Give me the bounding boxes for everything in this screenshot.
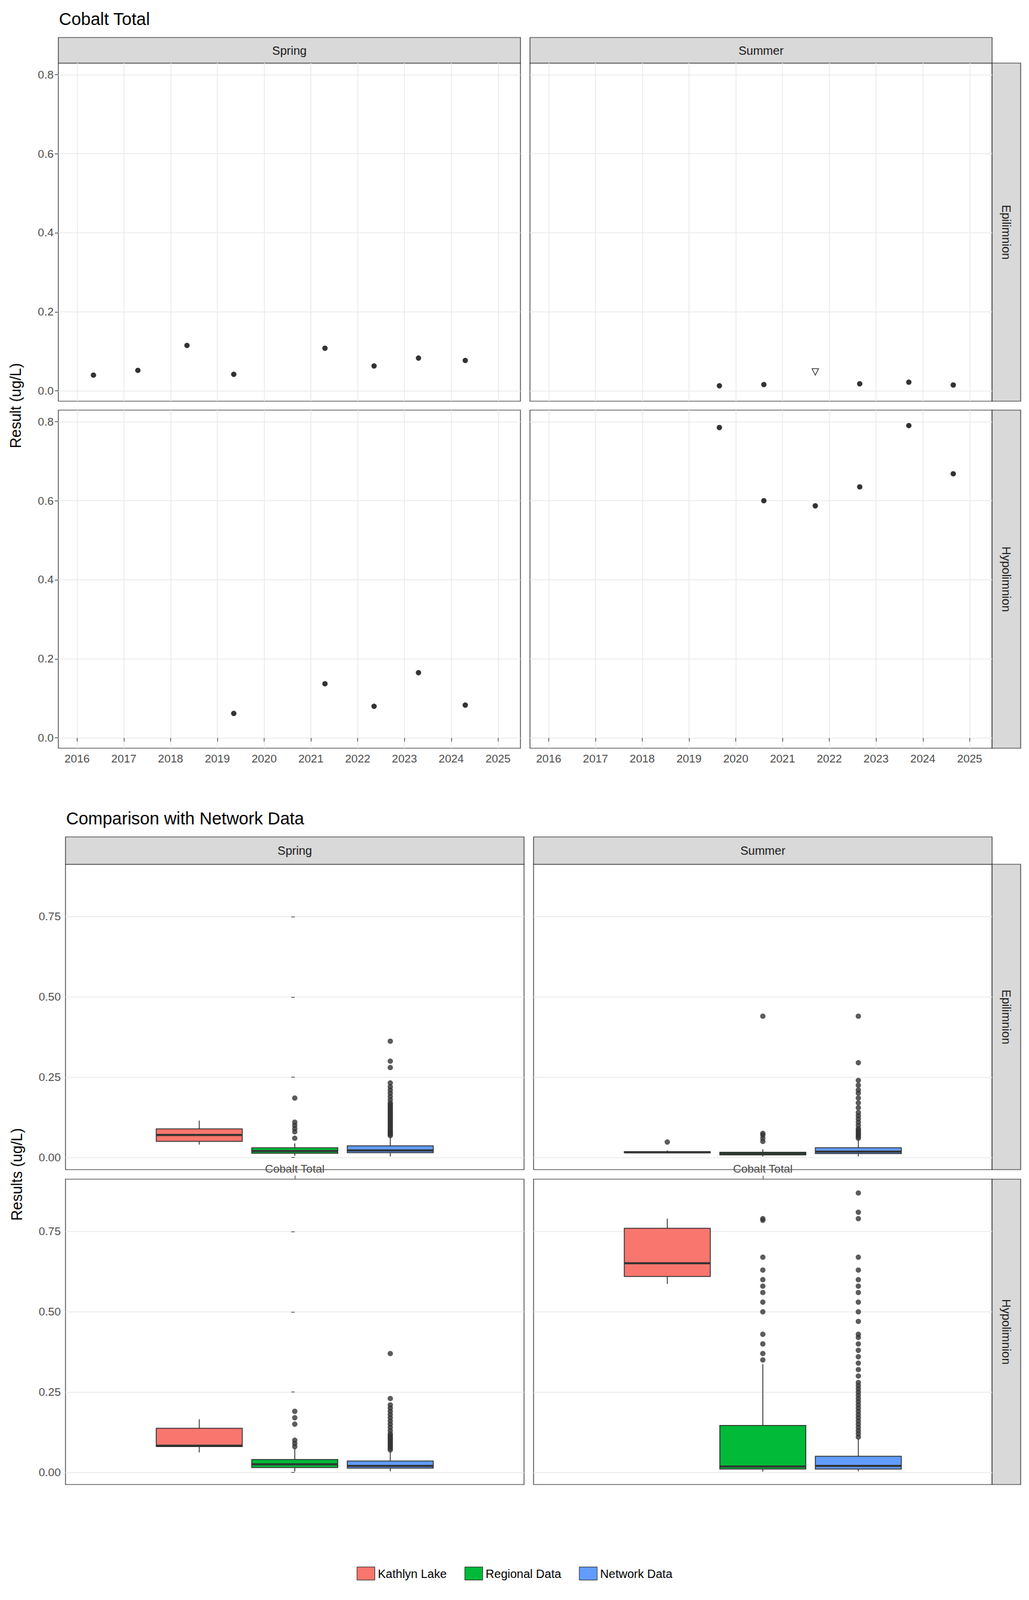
svg-text:2025: 2025 bbox=[485, 752, 511, 766]
svg-text:2019: 2019 bbox=[676, 752, 702, 766]
svg-text:0.2: 0.2 bbox=[38, 305, 54, 318]
svg-text:0.75: 0.75 bbox=[38, 910, 61, 924]
svg-text:0.50: 0.50 bbox=[38, 1305, 61, 1319]
svg-text:2019: 2019 bbox=[204, 752, 230, 766]
svg-text:0.8: 0.8 bbox=[38, 415, 54, 429]
svg-text:Comparison with Network Data: Comparison with Network Data bbox=[66, 809, 305, 829]
svg-text:Regional Data: Regional Data bbox=[485, 1567, 563, 1582]
svg-text:Cobalt Total: Cobalt Total bbox=[264, 1162, 325, 1176]
svg-text:2017: 2017 bbox=[582, 752, 608, 766]
svg-text:2021: 2021 bbox=[769, 752, 795, 766]
svg-text:2024: 2024 bbox=[910, 752, 937, 766]
svg-text:2025: 2025 bbox=[956, 752, 982, 766]
svg-text:2020: 2020 bbox=[722, 752, 748, 766]
svg-text:2020: 2020 bbox=[251, 752, 277, 766]
svg-text:0.6: 0.6 bbox=[38, 147, 54, 161]
svg-text:Kathlyn Lake: Kathlyn Lake bbox=[377, 1567, 447, 1582]
svg-text:Spring: Spring bbox=[277, 844, 313, 858]
svg-text:2023: 2023 bbox=[391, 752, 417, 766]
svg-text:Summer: Summer bbox=[738, 44, 784, 58]
svg-text:0.4: 0.4 bbox=[38, 226, 55, 239]
svg-text:2024: 2024 bbox=[438, 752, 465, 766]
svg-text:2018: 2018 bbox=[629, 752, 655, 766]
svg-text:Spring: Spring bbox=[272, 44, 307, 58]
svg-text:Cobalt Total: Cobalt Total bbox=[58, 9, 151, 29]
svg-text:0.8: 0.8 bbox=[38, 68, 54, 81]
svg-text:0.2: 0.2 bbox=[38, 652, 54, 666]
svg-text:0.25: 0.25 bbox=[38, 1386, 61, 1399]
svg-text:0.25: 0.25 bbox=[38, 1071, 61, 1084]
svg-text:2017: 2017 bbox=[111, 752, 137, 766]
svg-text:2016: 2016 bbox=[535, 752, 561, 766]
svg-text:0.6: 0.6 bbox=[38, 494, 54, 508]
svg-text:2021: 2021 bbox=[298, 752, 324, 766]
svg-text:0.00: 0.00 bbox=[38, 1466, 61, 1480]
svg-text:Epilimnion: Epilimnion bbox=[999, 989, 1013, 1045]
svg-text:2022: 2022 bbox=[345, 752, 371, 766]
svg-text:2022: 2022 bbox=[817, 752, 843, 766]
svg-text:Result (ug/L): Result (ug/L) bbox=[7, 363, 24, 449]
svg-text:0.4: 0.4 bbox=[38, 573, 55, 586]
svg-text:Hypolimnion: Hypolimnion bbox=[999, 1299, 1013, 1365]
svg-text:0.0: 0.0 bbox=[38, 384, 54, 398]
svg-text:0.0: 0.0 bbox=[38, 731, 54, 745]
svg-text:Network Data: Network Data bbox=[600, 1567, 673, 1582]
svg-text:2016: 2016 bbox=[64, 752, 90, 766]
svg-text:0.00: 0.00 bbox=[38, 1151, 61, 1165]
svg-text:Hypolimnion: Hypolimnion bbox=[999, 546, 1013, 613]
svg-text:0.50: 0.50 bbox=[38, 990, 61, 1004]
svg-text:Summer: Summer bbox=[740, 844, 786, 858]
svg-text:2018: 2018 bbox=[157, 752, 183, 766]
svg-text:0.75: 0.75 bbox=[38, 1225, 61, 1239]
svg-text:Cobalt Total: Cobalt Total bbox=[733, 1162, 793, 1176]
svg-text:2023: 2023 bbox=[863, 752, 889, 766]
svg-text:Epilimnion: Epilimnion bbox=[999, 204, 1013, 260]
svg-text:Results (ug/L): Results (ug/L) bbox=[8, 1128, 26, 1222]
